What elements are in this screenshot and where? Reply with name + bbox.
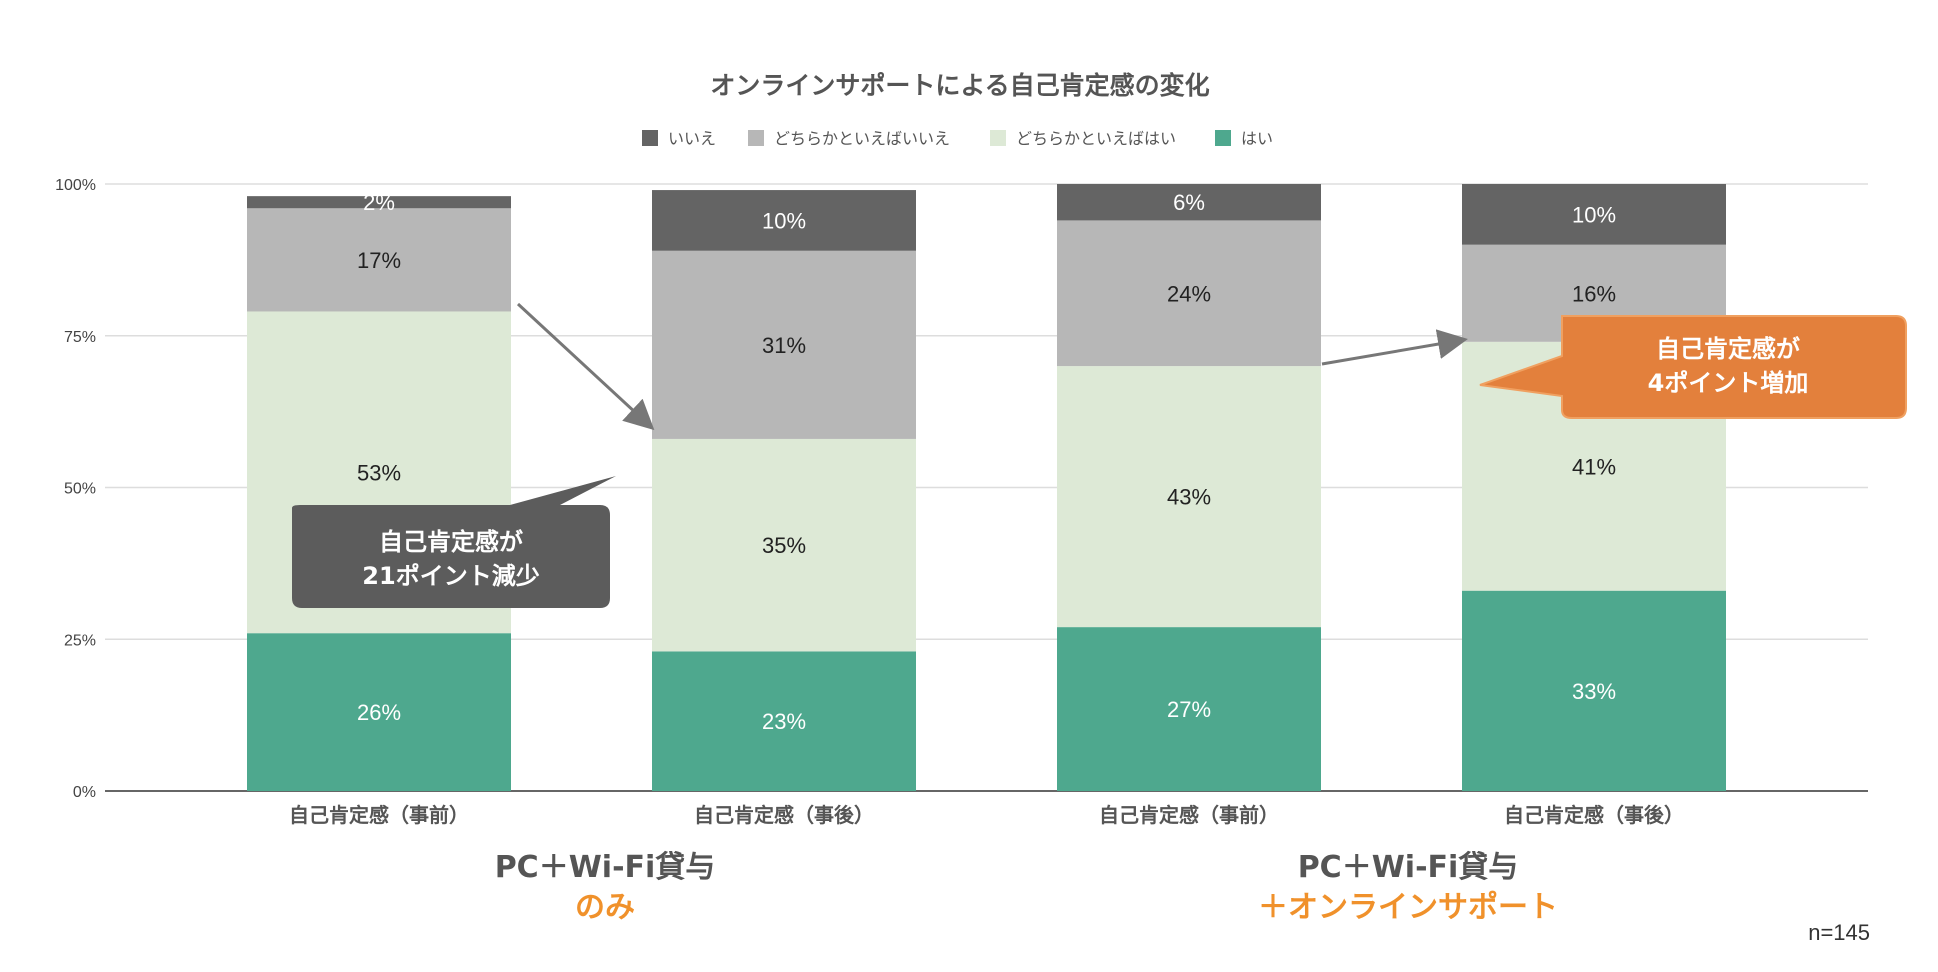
legend-swatch <box>642 130 658 146</box>
data-label: 27% <box>1167 697 1211 722</box>
bar-segment <box>247 633 511 791</box>
legend-label: いいえ <box>668 129 716 148</box>
y-tick-label: 25% <box>64 632 96 649</box>
legend: いいえ どちらかといえばいいえ どちらかといえばはい はい <box>642 129 1273 148</box>
bar-segment <box>1057 627 1321 791</box>
data-label: 24% <box>1167 281 1211 306</box>
bar-segment <box>247 208 511 312</box>
chart-title: オンラインサポートによる自己肯定感の変化 <box>710 71 1209 100</box>
data-label: 10% <box>762 208 806 233</box>
legend-label: どちらかといえばはい <box>1016 129 1176 148</box>
data-label: 33% <box>1572 679 1616 704</box>
bar-segment <box>1462 590 1726 791</box>
group-label-online-support: PC＋Wi-Fi貸与 ＋オンラインサポート <box>1108 848 1708 928</box>
legend-label: はい <box>1241 129 1273 148</box>
x-axis: 自己肯定感（事前） 自己肯定感（事後） 自己肯定感（事前） 自己肯定感（事後） <box>289 803 1684 827</box>
x-tick-label: 自己肯定感（事後） <box>1504 803 1684 827</box>
data-label: 23% <box>762 709 806 734</box>
data-label: 31% <box>762 333 806 358</box>
group-label-line2: のみ <box>575 890 635 925</box>
y-axis: 0% 25% 50% 75% 100% <box>55 177 96 801</box>
x-tick-label: 自己肯定感（事前） <box>289 803 469 827</box>
y-tick-label: 50% <box>64 481 96 498</box>
callout-text: 自己肯定感が <box>379 528 523 556</box>
bar-segment <box>652 250 916 439</box>
decrease-callout <box>292 476 616 608</box>
callout-text: 自己肯定感が <box>1656 335 1800 363</box>
bar-segment <box>247 196 511 209</box>
bar-segment <box>652 190 916 251</box>
y-tick-label: 100% <box>55 177 96 194</box>
bar-segment <box>1057 366 1321 628</box>
group-label-line1: PC＋Wi-Fi貸与 <box>1297 850 1519 885</box>
x-tick-label: 自己肯定感（事後） <box>694 803 874 827</box>
y-tick-label: 75% <box>64 329 96 346</box>
group-label-wifi-only: PC＋Wi-Fi貸与 のみ <box>305 848 905 928</box>
data-label: 2% <box>363 190 395 215</box>
segment-labels: 26% 53% 17% 2% 23% 35% 31% 10% 27% 43% 24% 6% 33% 41%… <box>357 190 1616 734</box>
increase-callout <box>1479 315 1907 419</box>
data-label: 26% <box>357 700 401 725</box>
data-label: 41% <box>1572 454 1616 479</box>
data-label: 53% <box>357 460 401 485</box>
bar-segment <box>1462 184 1726 245</box>
data-label: 6% <box>1173 190 1205 215</box>
group-label-line2: ＋オンラインサポート <box>1258 890 1558 925</box>
sample-size-note: n=145 <box>1808 920 1870 945</box>
group-label-line1: PC＋Wi-Fi貸与 <box>494 850 716 885</box>
bar-segment <box>1057 220 1321 367</box>
decrease-arrow <box>516 302 655 431</box>
legend-swatch <box>990 130 1006 146</box>
increase-arrow <box>1321 329 1468 366</box>
bar-segment <box>652 438 916 652</box>
legend-label: どちらかといえばいいえ <box>774 129 950 148</box>
data-label: 35% <box>762 533 806 558</box>
data-label: 17% <box>357 248 401 273</box>
legend-swatch <box>748 130 764 146</box>
x-tick-label: 自己肯定感（事前） <box>1099 803 1279 827</box>
legend-swatch <box>1215 130 1231 146</box>
callout-text: 4ポイント増加 <box>1648 369 1809 397</box>
data-label: 43% <box>1167 485 1211 510</box>
y-tick-label: 0% <box>73 784 96 801</box>
data-label: 16% <box>1572 281 1616 306</box>
bar-segment <box>652 651 916 791</box>
data-label: 10% <box>1572 202 1616 227</box>
callout-text: 21ポイント減少 <box>362 562 539 590</box>
bar-segment <box>1057 184 1321 221</box>
